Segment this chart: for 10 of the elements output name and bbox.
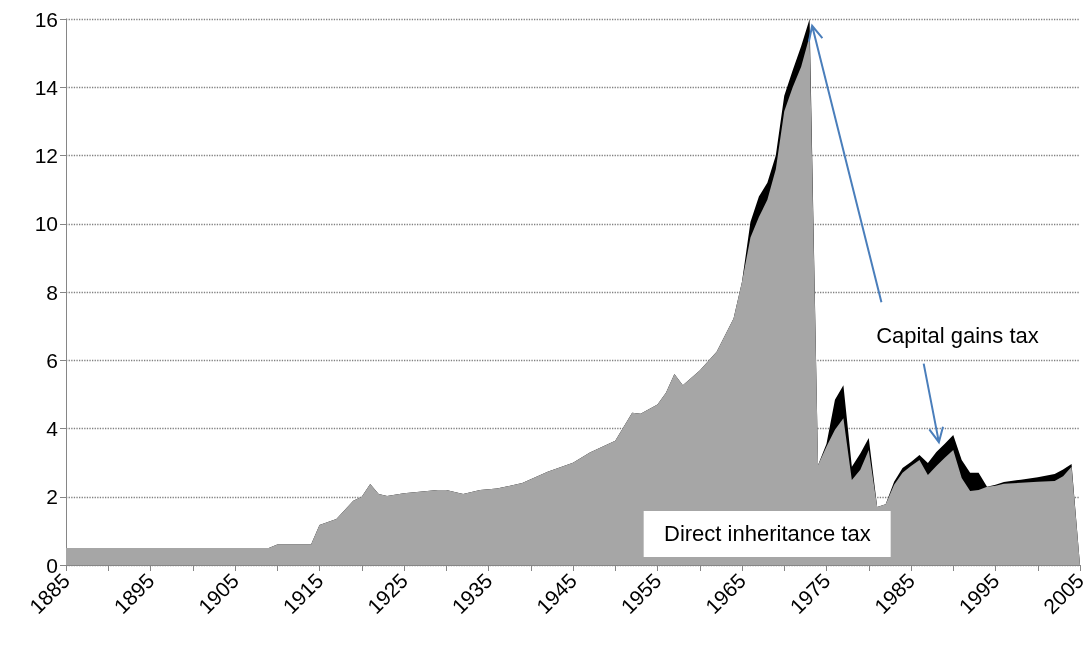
text: Capital gains tax: [876, 323, 1039, 350]
y-tick-label: 8: [46, 280, 58, 304]
y-tick-label: 4: [46, 417, 59, 440]
y-tick-label: 10: [34, 212, 58, 236]
y-tick-label: 16: [34, 7, 58, 31]
y-tick-label: 12: [34, 144, 58, 167]
series-label: Direct inheritance tax: [644, 511, 891, 558]
y-tick-label: 14: [34, 75, 59, 99]
y-tick-label: 2: [46, 485, 58, 509]
y-tick-label: 6: [46, 348, 58, 372]
